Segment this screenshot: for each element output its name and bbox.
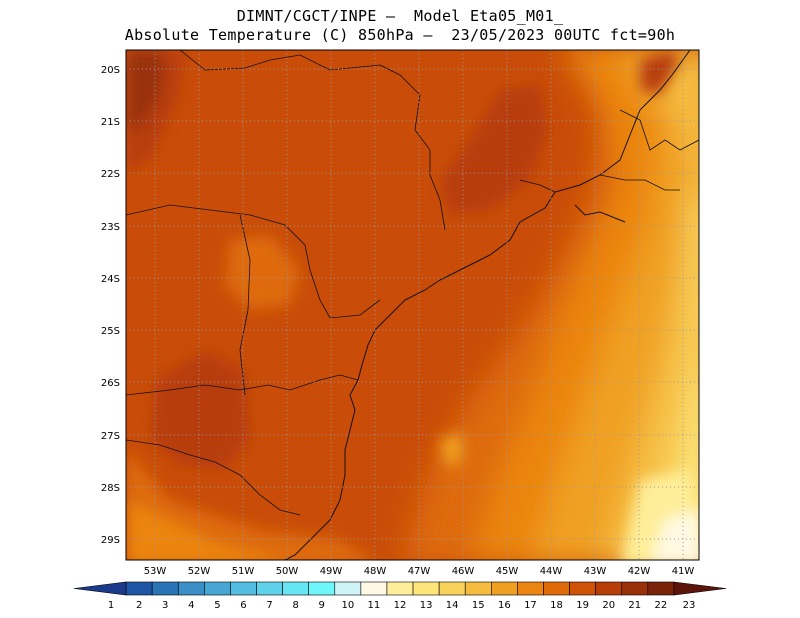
colorbar-label: 6 (240, 600, 246, 611)
colorbar-segment (569, 581, 596, 596)
colorbar-segment (412, 581, 440, 596)
colorbar-segment (73, 581, 127, 596)
grid-lines (126, 50, 699, 560)
colorbar-label: 2 (136, 600, 142, 611)
lon-label: 51W (232, 566, 255, 577)
lat-label: 23S (101, 222, 120, 233)
colorbar-label: 11 (368, 600, 381, 611)
colorbar-label: 16 (498, 600, 511, 611)
colorbar-label: 19 (576, 600, 589, 611)
lon-label: 48W (364, 566, 387, 577)
colorbar-segment (125, 581, 153, 596)
colorbar-label: 15 (472, 600, 485, 611)
colorbar-segment (464, 581, 492, 596)
colorbar-label: 22 (655, 600, 668, 611)
colorbar-segment (543, 581, 570, 596)
lat-label: 28S (101, 483, 120, 494)
lat-label: 24S (101, 274, 120, 285)
colorbar-segment (621, 581, 649, 596)
colorbar-segment (595, 581, 623, 596)
map-title-line2: Absolute Temperature (C) 850hPa – 23/05/… (124, 26, 676, 44)
longitude-labels: 53W 52W 51W 50W 49W 48W 47W 46W 45W 44W … (144, 566, 695, 577)
colorbar-label: 10 (341, 600, 354, 611)
colorbar-label: 17 (524, 600, 537, 611)
colorbar-segment (673, 581, 727, 596)
latitude-labels: 20S 21S 22S 23S 24S 25S 26S 27S 28S 29S (101, 65, 120, 546)
colorbar-segment (282, 581, 309, 596)
colorbar: 1 2 3 4 5 6 7 8 9 10 11 12 13 14 15 16 17 18 19 20 21 22 23 (73, 581, 727, 611)
lon-label: 47W (408, 566, 431, 577)
lat-label: 27S (101, 431, 120, 442)
lon-label: 44W (540, 566, 563, 577)
colorbar-label: 13 (420, 600, 433, 611)
colorbar-label: 7 (266, 600, 272, 611)
lat-label: 29S (101, 535, 120, 546)
lon-label: 52W (188, 566, 211, 577)
lat-label: 25S (101, 326, 120, 337)
temperature-field (126, 50, 699, 560)
lon-label: 49W (320, 566, 343, 577)
colorbar-label: 3 (162, 600, 168, 611)
colorbar-label: 18 (550, 600, 563, 611)
colorbar-segment (230, 581, 257, 596)
lon-label: 53W (144, 566, 167, 577)
colorbar-label: 12 (394, 600, 407, 611)
lon-label: 42W (628, 566, 651, 577)
lon-label: 41W (672, 566, 695, 577)
lon-label: 45W (496, 566, 519, 577)
coastline (284, 50, 691, 560)
lon-label: 43W (584, 566, 607, 577)
colorbar-segment (491, 581, 518, 596)
map-title-line1: DIMNT/CGCT/INPE – Model Eta05_M01_ (236, 7, 564, 25)
colorbar-segment (151, 581, 179, 596)
colorbar-segment (647, 581, 675, 596)
colorbar-segment (438, 581, 466, 596)
colorbar-segment (334, 581, 362, 596)
colorbar-segment (386, 581, 414, 596)
lon-label: 50W (276, 566, 299, 577)
lat-label: 22S (101, 169, 120, 180)
colorbar-segment (204, 581, 231, 596)
colorbar-label: 4 (188, 600, 194, 611)
lat-label: 26S (101, 378, 120, 389)
colorbar-label: 20 (602, 600, 615, 611)
colorbar-segment (517, 581, 544, 596)
colorbar-label: 8 (292, 600, 298, 611)
lon-label: 46W (452, 566, 475, 577)
colorbar-segment (177, 581, 205, 596)
colorbar-label: 1 (108, 600, 114, 611)
map-frame (125, 49, 700, 561)
lat-label: 21S (101, 117, 120, 128)
colorbar-label: 5 (214, 600, 220, 611)
lat-label: 20S (101, 65, 120, 76)
colorbar-label: 14 (446, 600, 459, 611)
colorbar-segment (308, 581, 336, 596)
state-borders (126, 50, 699, 516)
colorbar-segment (256, 581, 283, 596)
colorbar-label: 9 (319, 600, 325, 611)
colorbar-label: 21 (628, 600, 641, 611)
colorbar-label: 23 (683, 600, 696, 611)
colorbar-segment (360, 581, 388, 596)
